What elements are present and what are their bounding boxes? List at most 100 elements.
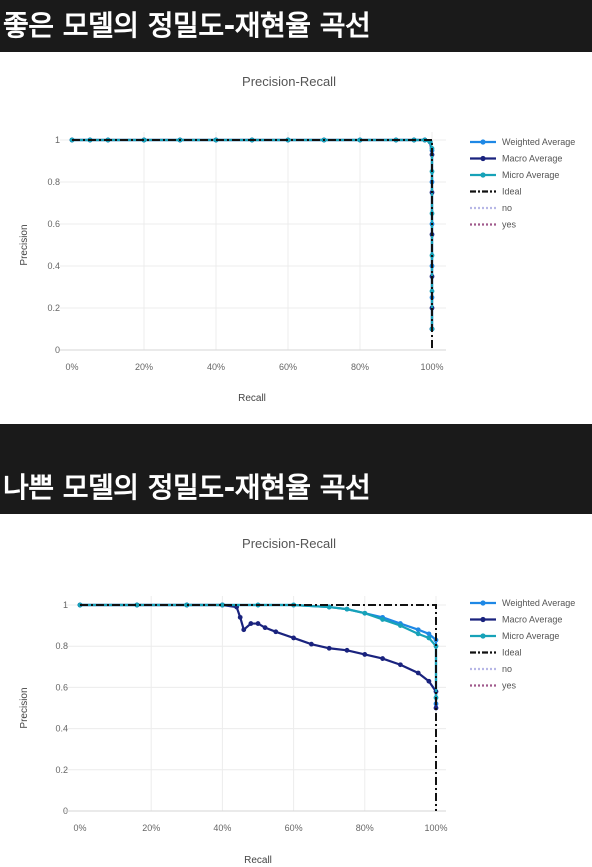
data-point xyxy=(344,606,350,612)
legend-item[interactable]: Ideal xyxy=(470,648,522,658)
x-axis-title: Recall xyxy=(238,393,266,404)
legend-label: yes xyxy=(502,681,517,691)
legend-marker xyxy=(480,155,486,162)
y-tick-label: 0.8 xyxy=(47,177,60,187)
series-line-ideal xyxy=(72,139,433,350)
legend-item[interactable]: Ideal xyxy=(470,187,522,197)
legend-marker xyxy=(480,139,486,145)
y-axis-title: Precision xyxy=(19,224,30,265)
data-point xyxy=(426,678,432,684)
data-point xyxy=(344,647,350,653)
chart-panel-bad: Precision-Recall 0% 20% 40% 60% 80% 100% 0 0.2 0.… xyxy=(0,514,592,867)
legend-item[interactable]: no xyxy=(470,664,512,674)
chart-title: Precision-Recall xyxy=(242,74,336,89)
data-point xyxy=(255,621,261,626)
data-point xyxy=(426,631,432,637)
legend-marker xyxy=(480,172,486,178)
data-point xyxy=(433,643,439,649)
data-point xyxy=(262,625,268,631)
legend-item[interactable]: Macro Average xyxy=(470,615,562,625)
data-point xyxy=(429,288,435,294)
pr-chart-good: Precision-Recall 0% 20% 40% 60% 80% 100% 0 0.2 0.… xyxy=(19,74,575,404)
legend-label: Micro Average xyxy=(502,170,559,180)
data-point xyxy=(241,627,247,633)
legend-item[interactable]: no xyxy=(470,203,512,213)
data-point xyxy=(426,635,432,641)
section-header-good: 좋은 모델의 정밀도-재현율 곡선 xyxy=(0,0,592,52)
y-tick-label: 0.2 xyxy=(55,765,68,775)
data-point xyxy=(291,635,296,641)
legend-label: Weighted Average xyxy=(502,598,575,608)
series-line-weighted-average xyxy=(72,138,434,329)
legend-label: Micro Average xyxy=(502,631,559,641)
legend-label: Weighted Average xyxy=(502,137,575,147)
x-tick-label: 60% xyxy=(279,362,297,372)
y-tick-label: 0.4 xyxy=(47,261,60,271)
legend-item[interactable]: Weighted Average xyxy=(470,137,575,147)
series-line-ideal xyxy=(80,604,437,811)
x-tick-label: 20% xyxy=(142,823,160,833)
x-tick-label: 80% xyxy=(356,823,374,833)
legend-item[interactable]: yes xyxy=(470,681,517,691)
legend-marker xyxy=(480,633,486,639)
data-point xyxy=(398,623,403,628)
x-tick-label: 0% xyxy=(65,362,78,372)
data-point xyxy=(184,602,190,608)
y-tick-label: 1 xyxy=(63,600,68,610)
legend-label: Ideal xyxy=(502,187,522,197)
data-point xyxy=(220,602,225,608)
section-header-bad: 나쁜 모델의 정밀도-재현율 곡선 xyxy=(0,462,592,514)
x-tick-label: 80% xyxy=(351,362,369,372)
legend-item[interactable]: Micro Average xyxy=(470,170,559,180)
data-point xyxy=(415,670,421,676)
chart-panel-good: Precision-Recall 0% 20% 40% 60% 80% 100% 0 0.2 0.… xyxy=(0,52,592,424)
x-tick-label: 60% xyxy=(285,823,303,833)
x-axis-title: Recall xyxy=(244,855,272,866)
x-tick-label: 100% xyxy=(424,823,447,833)
y-tick-label: 0.4 xyxy=(55,724,68,734)
section-heading: 나쁜 모델의 정밀도-재현율 곡선 xyxy=(3,471,371,504)
data-point xyxy=(380,617,385,622)
x-tick-label: 0% xyxy=(73,823,86,833)
section-heading: 좋은 모델의 정밀도-재현율 곡선 xyxy=(3,9,371,42)
x-tick-label: 40% xyxy=(207,362,225,372)
y-tick-label: 0.8 xyxy=(55,641,68,651)
legend-marker xyxy=(480,600,486,606)
data-point xyxy=(415,631,421,637)
section-gap xyxy=(0,424,592,462)
legend-item[interactable]: Micro Average xyxy=(470,631,559,641)
y-tick-label: 0.6 xyxy=(55,682,68,692)
data-point xyxy=(398,662,403,668)
data-point xyxy=(273,629,279,635)
y-tick-label: 1 xyxy=(55,135,60,145)
data-point xyxy=(134,602,140,608)
data-point xyxy=(362,610,368,616)
series-line-macro-average xyxy=(72,138,434,329)
legend-label: no xyxy=(502,203,512,213)
legend-label: Macro Average xyxy=(502,154,562,164)
data-point xyxy=(380,656,385,661)
legend-item[interactable]: Macro Average xyxy=(470,154,562,164)
legend-label: Ideal xyxy=(502,648,522,658)
x-tick-label: 100% xyxy=(420,362,443,372)
chart-title: Precision-Recall xyxy=(242,536,336,551)
series-line-micro-average xyxy=(72,138,434,329)
legend-item[interactable]: yes xyxy=(470,220,517,230)
data-point xyxy=(309,641,314,647)
y-tick-label: 0.2 xyxy=(47,303,60,313)
data-point xyxy=(237,614,243,620)
legend-marker xyxy=(480,616,486,623)
data-point xyxy=(362,652,368,657)
data-point xyxy=(415,627,421,633)
legend-item[interactable]: Weighted Average xyxy=(470,598,575,608)
y-axis-title: Precision xyxy=(19,687,30,728)
legend-label: Macro Average xyxy=(502,615,562,625)
x-tick-label: 40% xyxy=(213,823,231,833)
legend-label: yes xyxy=(502,220,517,230)
x-tick-label: 20% xyxy=(135,362,153,372)
y-tick-label: 0.6 xyxy=(47,219,60,229)
y-tick-label: 0 xyxy=(55,345,60,355)
data-point xyxy=(326,645,332,651)
data-point xyxy=(248,621,254,626)
